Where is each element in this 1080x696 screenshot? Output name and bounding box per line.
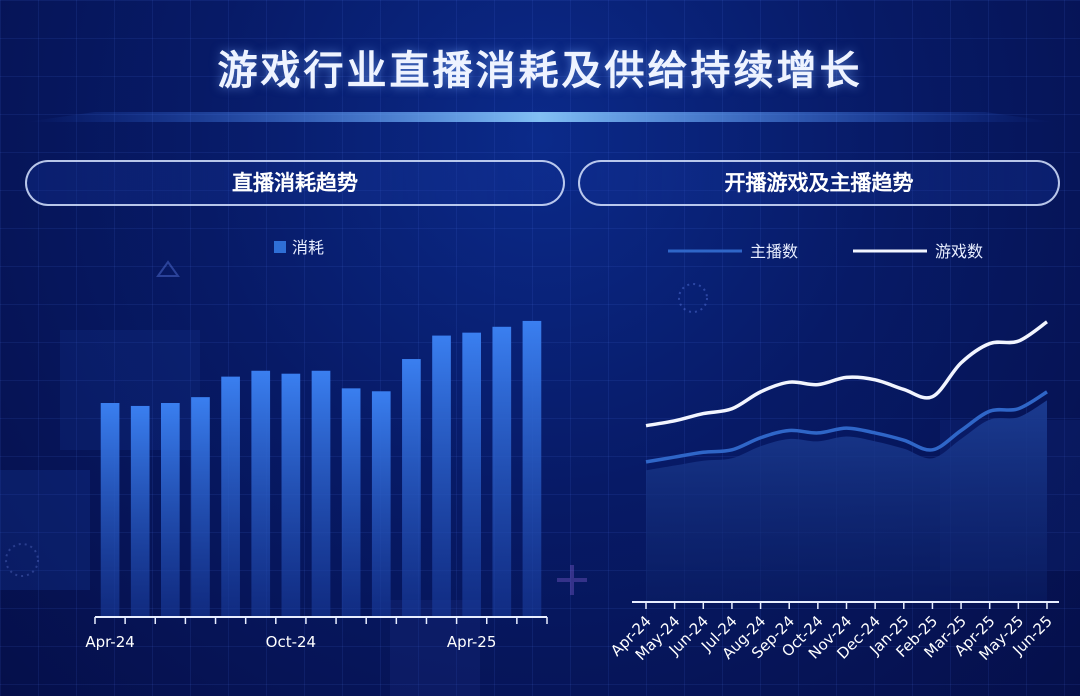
bar-Feb-25 xyxy=(402,359,421,617)
bar-Aug-24 xyxy=(221,376,240,617)
bar-Nov-24 xyxy=(311,370,331,617)
area-anchors xyxy=(646,400,1047,602)
bar-Jan-25 xyxy=(371,391,391,617)
bar-May-25 xyxy=(492,326,512,617)
line-chart-header: 开播游戏及主播趋势 xyxy=(578,160,1060,206)
bar-Jun-24 xyxy=(160,403,180,617)
page-title: 游戏行业直播消耗及供给持续增长 xyxy=(217,48,863,94)
bar-chart-header: 直播消耗趋势 xyxy=(25,160,565,206)
bar-Apr-24 xyxy=(100,403,120,617)
bar-Oct-24 xyxy=(281,373,301,617)
bar-Mar-25 xyxy=(432,335,451,617)
line-games xyxy=(645,320,1049,428)
bar-Sep-24 xyxy=(251,370,271,617)
bar-May-24 xyxy=(130,405,150,617)
bar-tick-label-Oct-24: Oct-24 xyxy=(266,633,316,651)
legend-swatch-consumption xyxy=(274,241,286,253)
bar-Dec-24 xyxy=(341,388,361,617)
bar-tick-label-Apr-24: Apr-24 xyxy=(85,633,135,651)
bar-Jul-24 xyxy=(191,397,210,617)
bar-tick-label-Apr-25: Apr-25 xyxy=(447,633,497,651)
bar-Apr-25 xyxy=(462,332,482,617)
legend-label-consumption: 消耗 xyxy=(292,238,324,257)
bar-Jun-25 xyxy=(522,320,542,617)
title-underline xyxy=(25,112,1055,122)
legend-label-anchors: 主播数 xyxy=(750,242,798,261)
legend-label-games: 游戏数 xyxy=(935,242,983,261)
line-anchors xyxy=(645,390,1048,464)
